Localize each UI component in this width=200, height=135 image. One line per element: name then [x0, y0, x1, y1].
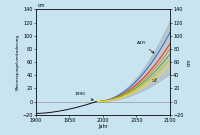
- Text: 1990: 1990: [75, 92, 93, 100]
- Y-axis label: Meeresspiegelveränderung: Meeresspiegelveränderung: [16, 34, 20, 90]
- Text: cm: cm: [37, 3, 45, 8]
- Text: B1: B1: [151, 78, 157, 83]
- Text: A1FI: A1FI: [136, 41, 154, 53]
- Y-axis label: cm: cm: [186, 58, 191, 66]
- X-axis label: Jahr: Jahr: [98, 124, 108, 129]
